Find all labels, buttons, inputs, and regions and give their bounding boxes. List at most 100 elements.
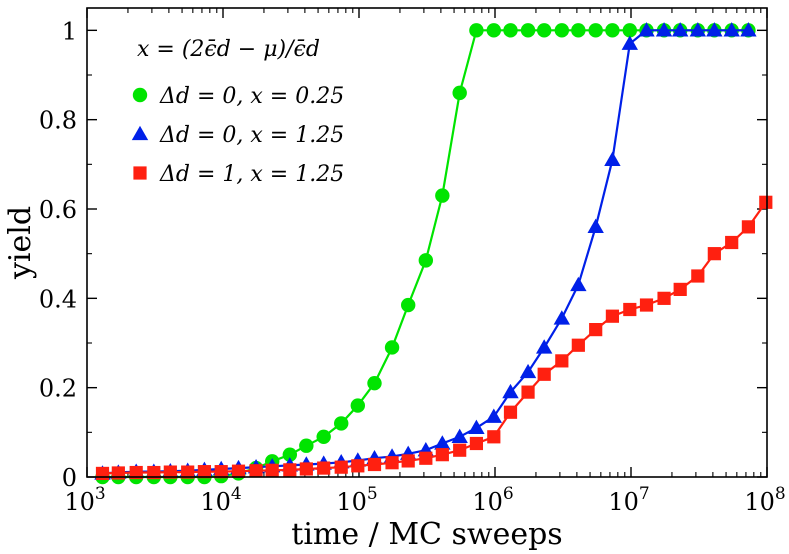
data-point <box>435 448 449 462</box>
data-point <box>163 465 177 479</box>
x-tick-label: 108 <box>744 484 785 516</box>
data-point <box>214 465 228 479</box>
data-point <box>249 464 263 478</box>
data-point <box>283 463 297 477</box>
data-point <box>639 298 654 312</box>
data-point <box>367 457 382 472</box>
x-tick-label: 103 <box>64 484 105 516</box>
data-point <box>570 276 587 292</box>
y-tick-label: 0.6 <box>39 196 77 224</box>
data-point <box>555 354 569 368</box>
data-point <box>622 23 638 38</box>
x-tick-label: 105 <box>336 484 377 516</box>
series-square <box>95 195 773 481</box>
data-point <box>317 461 331 475</box>
data-point <box>231 464 246 478</box>
data-point <box>604 151 621 167</box>
data-point <box>740 22 757 37</box>
data-point <box>589 323 603 337</box>
legend-label: Δd = 0, x = 0.25 <box>159 84 344 109</box>
data-point <box>316 429 331 444</box>
legend-marker <box>133 166 147 180</box>
x-axis-label: time / MC sweeps <box>291 517 562 552</box>
data-point <box>487 430 501 444</box>
data-point <box>605 309 620 323</box>
data-point <box>521 385 535 399</box>
data-point <box>638 22 655 37</box>
data-point <box>554 23 570 38</box>
data-point <box>605 23 620 38</box>
data-point <box>759 195 773 209</box>
data-point <box>400 297 416 313</box>
data-point <box>451 428 468 443</box>
data-point <box>689 22 707 37</box>
x-tick-label: 104 <box>200 484 241 516</box>
data-point <box>435 188 450 203</box>
data-point <box>588 23 603 38</box>
series-line <box>102 201 767 475</box>
data-point <box>419 451 433 465</box>
y-axis-label: yield <box>3 206 38 280</box>
data-point <box>725 235 739 250</box>
data-point <box>520 23 536 38</box>
data-point <box>621 35 639 50</box>
data-point <box>299 462 313 476</box>
data-point <box>384 340 400 355</box>
y-tick-label: 0.2 <box>39 375 77 403</box>
legend: x = (2ϵ̄d − μ)/ϵ̄d Δd = 0, x = 0.25 Δd = … <box>131 37 344 187</box>
y-tick-label: 0.8 <box>39 107 77 135</box>
data-point <box>691 269 705 283</box>
data-point <box>502 383 519 399</box>
data-point <box>282 447 298 462</box>
legend-title: x = (2ϵ̄d − μ)/ϵ̄d <box>137 37 320 62</box>
data-point <box>401 454 415 468</box>
legend-marker <box>132 87 148 103</box>
data-point <box>537 367 551 381</box>
data-point <box>129 465 143 480</box>
data-point <box>351 459 365 473</box>
data-point <box>623 302 637 317</box>
data-point <box>671 22 689 37</box>
data-point <box>587 218 604 234</box>
y-tick-label: 0 <box>62 464 77 492</box>
data-point <box>334 416 349 431</box>
data-point <box>673 282 687 296</box>
data-point <box>741 220 756 234</box>
plot-frame <box>86 7 768 478</box>
data-point <box>299 438 314 453</box>
data-point <box>707 247 721 261</box>
data-point <box>535 339 553 354</box>
data-point <box>452 85 467 101</box>
data-point <box>453 443 467 457</box>
data-point <box>385 456 399 470</box>
data-point <box>723 22 740 37</box>
y-tick-label: 1 <box>62 17 77 45</box>
data-point <box>485 408 503 423</box>
data-point <box>553 310 571 325</box>
data-point <box>503 405 518 419</box>
data-point <box>469 436 484 451</box>
data-point <box>468 419 485 435</box>
legend-label: Δd = 1, x = 1.25 <box>159 162 344 187</box>
data-point <box>367 376 382 391</box>
data-point <box>571 23 586 38</box>
data-point <box>469 23 484 38</box>
x-tick-label: 107 <box>608 484 649 516</box>
data-point <box>519 363 537 379</box>
data-point <box>657 291 671 305</box>
y-tick-label: 0.4 <box>39 285 77 313</box>
data-point <box>95 466 110 481</box>
data-point <box>706 22 723 37</box>
data-point <box>334 460 348 474</box>
data-point <box>147 465 161 480</box>
data-point <box>350 398 366 413</box>
data-point <box>571 338 585 352</box>
data-point <box>536 23 552 38</box>
data-point <box>434 435 451 450</box>
legend-marker <box>131 125 149 141</box>
data-point <box>181 465 195 479</box>
tick-labels: 103 104 105 106 107 108 0 0.2 0.4 0.6 0.8 1 <box>39 17 786 516</box>
data-point <box>655 22 673 37</box>
data-point <box>486 23 502 38</box>
